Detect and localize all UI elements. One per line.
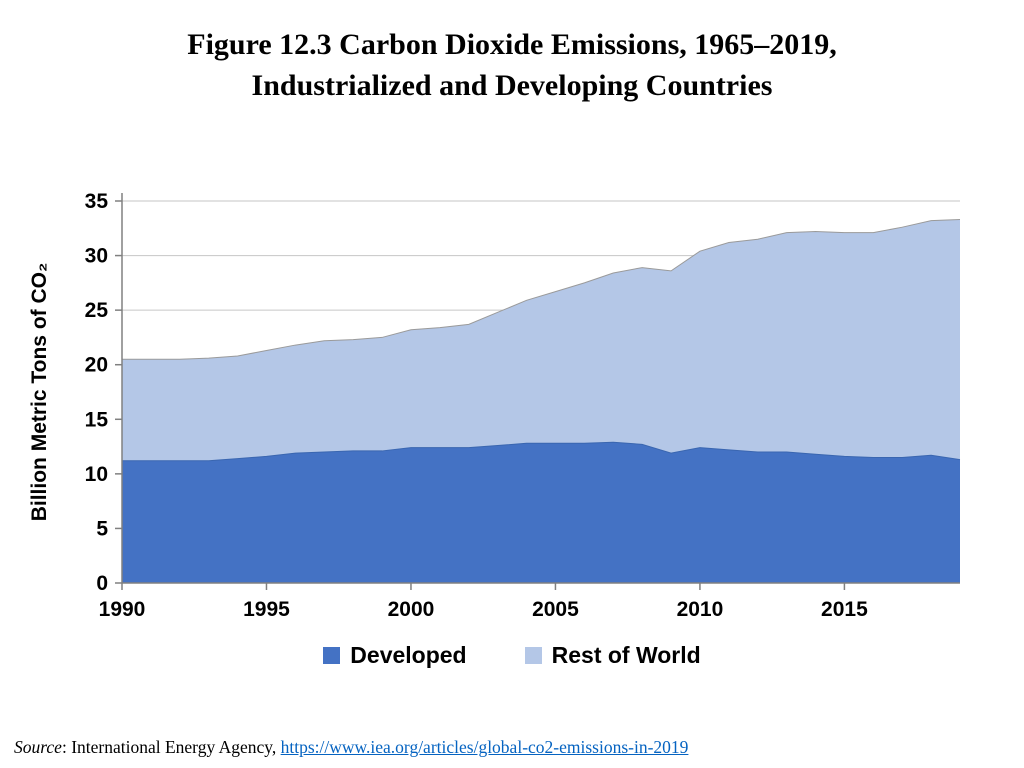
source-link[interactable]: https://www.iea.org/articles/global-co2-… [280, 737, 689, 757]
x-tick-label: 1995 [243, 598, 290, 621]
x-tick-label: 2010 [677, 598, 724, 621]
x-tick-label: 1990 [99, 598, 146, 621]
developed-area [122, 442, 960, 583]
legend-label-developed: Developed [350, 642, 467, 668]
source-line: Source: International Energy Agency, htt… [14, 737, 688, 758]
rest-of-world-swatch-icon [524, 647, 542, 664]
chart-title: Figure 12.3 Carbon Dioxide Emissions, 19… [0, 24, 1024, 106]
legend-item-rest-of-world: Rest of World [524, 642, 701, 669]
chart-legend: Developed Rest of World [0, 642, 1024, 669]
y-tick-label: 10 [85, 463, 108, 486]
y-tick-label: 35 [85, 190, 109, 213]
y-axis-title: Billion Metric Tons of CO₂ [28, 263, 51, 522]
developed-edge-line [122, 441, 961, 462]
source-word: Source [14, 737, 62, 757]
y-tick-label: 0 [96, 572, 108, 595]
y-tick-label: 5 [96, 517, 108, 540]
legend-label-rest-of-world: Rest of World [551, 642, 701, 668]
chart-title-line2: Industrialized and Developing Countries [251, 69, 773, 102]
chart-title-line1: Figure 12.3 Carbon Dioxide Emissions, 19… [187, 28, 837, 61]
y-tick-label: 30 [85, 245, 108, 268]
legend-item-developed: Developed [323, 642, 467, 669]
x-tick-label: 2015 [821, 598, 868, 621]
y-tick-label: 15 [85, 408, 109, 431]
y-tick-label: 25 [85, 299, 109, 322]
source-text: : International Energy Agency, [61, 737, 281, 757]
x-tick-label: 2005 [532, 598, 579, 621]
developed-swatch-icon [323, 647, 341, 664]
emissions-stacked-area-chart: 0 5 10 15 20 25 30 35 1990 1995 2000 2005 2010 2015 Bi… [28, 190, 961, 621]
total-edge-line [122, 219, 961, 360]
rest-of-world-area [122, 219, 960, 461]
y-tick-label: 20 [85, 354, 108, 377]
x-tick-label: 2000 [388, 598, 435, 621]
